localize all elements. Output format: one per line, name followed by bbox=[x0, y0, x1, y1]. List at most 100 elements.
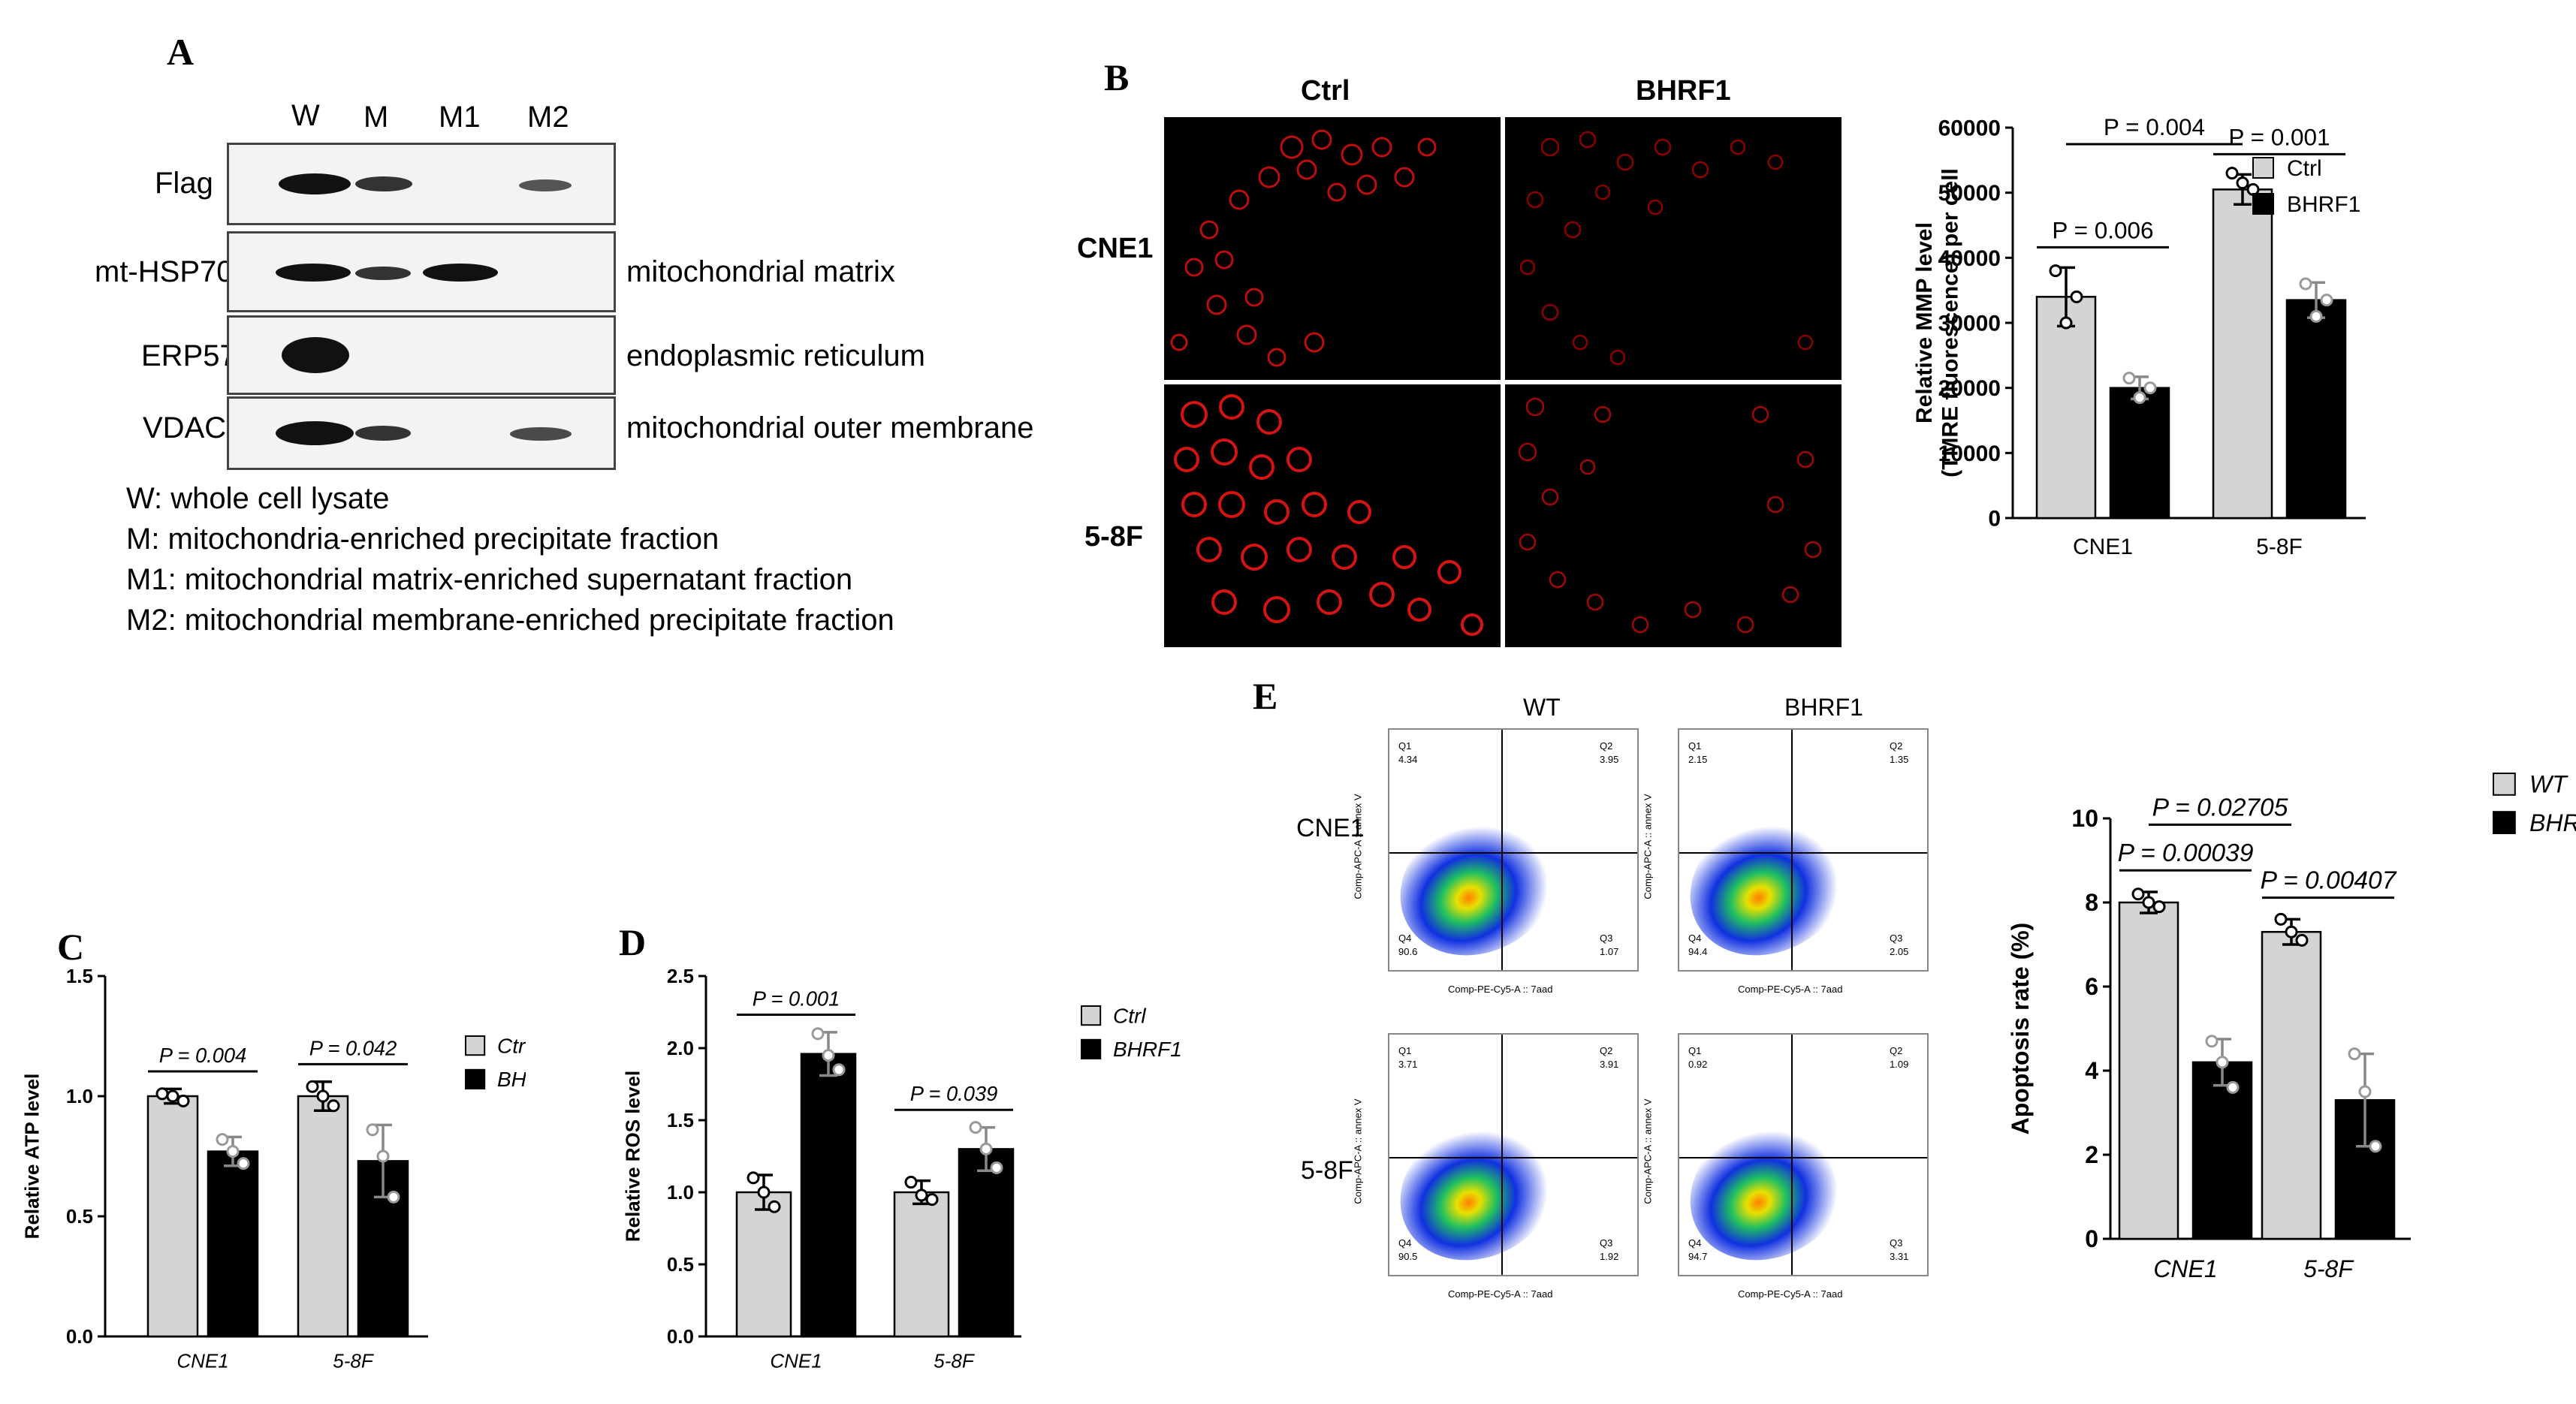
blot-row-mt-hsp70 bbox=[227, 231, 616, 312]
quadrant-name: Q4 bbox=[1398, 1237, 1412, 1249]
panel-label-b: B bbox=[1104, 56, 1130, 98]
band bbox=[510, 427, 572, 441]
y-tick-label: 0 bbox=[1988, 507, 2001, 532]
data-point bbox=[832, 1063, 846, 1077]
location-label-matrix: mitochondrial matrix bbox=[626, 255, 895, 288]
data-point bbox=[2143, 381, 2157, 395]
image-row-label-5-8f: 5-8F bbox=[1084, 521, 1144, 553]
y-axis-label: Relative MMP level bbox=[1912, 222, 1937, 423]
data-point bbox=[306, 1080, 319, 1093]
data-point bbox=[822, 1049, 835, 1062]
data-point bbox=[2049, 264, 2062, 278]
y-axis-label: Relative ATP level bbox=[21, 1074, 44, 1240]
y-tick-label: 2.0 bbox=[667, 1037, 694, 1059]
x-tick-label: 5-8F bbox=[2303, 1255, 2354, 1282]
y-tick-label: 0.0 bbox=[66, 1325, 93, 1348]
quadrant-value: 94.7 bbox=[1688, 1251, 1708, 1262]
flow-plot: Q1 4.34 Q2 3.95 Q3 1.07 Q4 90.6 bbox=[1388, 728, 1639, 972]
band bbox=[355, 426, 411, 441]
y-tick-label: 8 bbox=[2085, 889, 2098, 916]
legend-line: M: mitochondria-enriched precipitate fra… bbox=[126, 523, 719, 556]
bar bbox=[2212, 188, 2273, 520]
quadrant-value: 3.91 bbox=[1600, 1059, 1619, 1070]
panel-label-d: D bbox=[619, 921, 647, 963]
flow-col-label-bhrf1: BHRF1 bbox=[1784, 694, 1863, 721]
y-tick-label: 1.0 bbox=[66, 1085, 93, 1107]
data-point bbox=[2225, 167, 2239, 180]
data-point bbox=[2152, 900, 2166, 914]
quadrant-name: Q3 bbox=[1600, 1237, 1613, 1249]
bar-chart-atp: 0.0 0.5 1.0 1.5 Relative ATP level CNE1 5-8F P … bbox=[21, 965, 526, 1372]
data-point bbox=[979, 1142, 993, 1155]
quadrant-value: 4.34 bbox=[1398, 754, 1418, 765]
flow-y-axis-label: Comp-APC-A :: annex V bbox=[1352, 794, 1364, 899]
p-value-label: P = 0.042 bbox=[309, 1036, 397, 1059]
data-point bbox=[376, 1149, 390, 1163]
y-tick-label: 0.0 bbox=[667, 1325, 694, 1348]
legend-swatch bbox=[2252, 193, 2274, 215]
image-row-label-cne1: CNE1 bbox=[1077, 233, 1154, 264]
bar-chart-mmp: 0 10000 20000 30000 40000 50000 60000 Relative … bbox=[1912, 113, 2366, 559]
data-point bbox=[2274, 912, 2288, 926]
p-value-label: P = 0.039 bbox=[910, 1082, 998, 1105]
data-point bbox=[2133, 391, 2146, 405]
quadrant-name: Q3 bbox=[1600, 932, 1613, 944]
legend-label: WT bbox=[2529, 771, 2568, 798]
quadrant-value: 90.5 bbox=[1398, 1251, 1418, 1262]
image-col-label-ctrl: Ctrl bbox=[1301, 75, 1350, 107]
quadrant-name: Q3 bbox=[1890, 932, 1903, 944]
flow-scatter bbox=[1679, 730, 1927, 970]
y-tick-label: 10000 bbox=[1938, 441, 2001, 466]
quadrant-name: Q2 bbox=[1600, 740, 1613, 752]
legend-label: BHRF1 bbox=[2287, 192, 2360, 217]
y-tick-label: 2.5 bbox=[667, 965, 694, 987]
micrograph-ctrl-5-8f bbox=[1164, 384, 1501, 647]
data-point bbox=[2131, 887, 2145, 901]
y-tick-label: 10 bbox=[2071, 805, 2098, 832]
flow-x-axis-label: Comp-PE-Cy5-A :: 7aad bbox=[1448, 1288, 1553, 1300]
p-value-label: P = 0.004 bbox=[2104, 113, 2205, 140]
flow-y-axis-label: Comp-APC-A :: annex V bbox=[1642, 794, 1654, 899]
protein-label-erp57: ERP57 bbox=[141, 339, 237, 372]
blot-row-erp57 bbox=[227, 315, 616, 395]
bar bbox=[207, 1150, 259, 1338]
legend-label: Ctrl bbox=[1113, 1004, 1146, 1027]
quadrant-name: Q4 bbox=[1398, 932, 1412, 944]
y-tick-label: 0 bbox=[2085, 1225, 2098, 1252]
data-point bbox=[226, 1145, 240, 1158]
data-point bbox=[2122, 372, 2136, 385]
micrograph-bhrf1-5-8f bbox=[1505, 384, 1842, 647]
data-point bbox=[237, 1157, 250, 1171]
bar bbox=[2261, 930, 2322, 1240]
band bbox=[355, 176, 412, 191]
legend-line: W: whole cell lysate bbox=[126, 482, 390, 515]
flow-y-axis-label: Comp-APC-A :: annex V bbox=[1352, 1098, 1364, 1204]
bar bbox=[800, 1053, 857, 1338]
bar-chart-apoptosis: 0 2 4 6 8 10 Apoptosis rate (%) CNE1 5-8F P = 0.0… bbox=[2007, 771, 2576, 1283]
data-point bbox=[925, 1193, 939, 1207]
legend-swatch bbox=[1081, 1038, 1102, 1060]
legend-swatch bbox=[2252, 157, 2274, 179]
data-point bbox=[757, 1186, 771, 1199]
x-tick-label: 5-8F bbox=[333, 1350, 375, 1372]
p-value-label: P = 0.004 bbox=[159, 1044, 247, 1067]
p-value-label: P = 0.02705 bbox=[2152, 794, 2288, 821]
data-point bbox=[2358, 1085, 2372, 1098]
y-tick-label: 0.5 bbox=[66, 1205, 93, 1228]
bar bbox=[2285, 299, 2347, 520]
y-tick-label: 1.5 bbox=[66, 965, 93, 987]
data-point bbox=[2070, 290, 2083, 303]
band bbox=[355, 267, 411, 280]
cells-image bbox=[1174, 394, 1483, 636]
p-value-label: P = 0.00039 bbox=[2118, 839, 2254, 867]
quadrant-value: 3.31 bbox=[1890, 1251, 1909, 1262]
y-tick-label: 50000 bbox=[1938, 181, 2001, 206]
band bbox=[279, 173, 351, 194]
flow-x-axis-label: Comp-PE-Cy5-A :: 7aad bbox=[1738, 1288, 1843, 1300]
data-point bbox=[2309, 309, 2323, 323]
quadrant-value: 1.07 bbox=[1600, 946, 1619, 957]
data-point bbox=[768, 1200, 781, 1213]
bar bbox=[2109, 387, 2170, 520]
x-tick-label: CNE1 bbox=[2153, 1255, 2217, 1282]
bar bbox=[893, 1191, 950, 1338]
